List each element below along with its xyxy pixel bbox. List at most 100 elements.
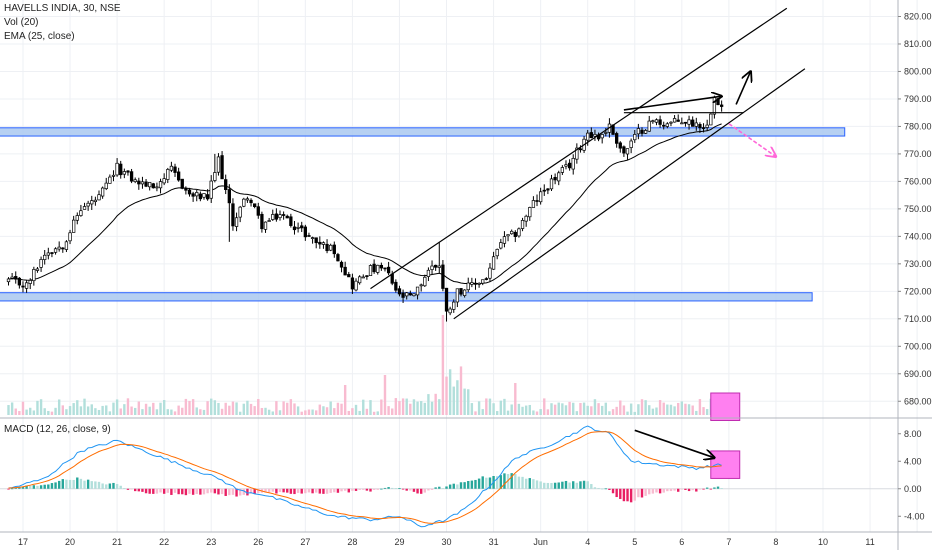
volume-bar xyxy=(615,406,618,415)
candle-body xyxy=(35,268,40,271)
volume-bar xyxy=(141,409,144,415)
price-tick-label: 740.00 xyxy=(904,231,932,241)
macd-histogram-bar xyxy=(485,477,488,489)
ema-legend: EMA (25, close) xyxy=(4,31,75,42)
volume-bar xyxy=(336,402,340,415)
candle-body xyxy=(651,120,655,123)
candle-body xyxy=(39,259,43,268)
chart-grid xyxy=(0,0,918,532)
volume-bar xyxy=(485,398,488,415)
candle-body xyxy=(586,132,590,141)
volume-bar xyxy=(669,404,673,415)
volume-bar xyxy=(134,407,137,415)
volume-bar xyxy=(83,398,86,415)
macd-histogram-bar xyxy=(477,478,481,489)
volume-bar xyxy=(517,403,521,415)
macd-histogram-bar xyxy=(253,488,256,494)
volume-bar xyxy=(499,400,503,415)
candle-body xyxy=(658,119,662,125)
candle-body xyxy=(263,221,268,230)
candle-body xyxy=(546,188,550,191)
macd-histogram-bar xyxy=(427,488,430,491)
support-resistance-zones[interactable] xyxy=(0,127,846,302)
macd-histogram-bar xyxy=(550,482,553,489)
volume-bar xyxy=(260,407,264,415)
candle-body xyxy=(437,265,441,268)
volume-bar xyxy=(65,409,68,415)
volume-bar xyxy=(419,401,423,415)
volume-bar xyxy=(282,401,285,415)
candle-body xyxy=(307,235,311,237)
price-tick-label: 820.00 xyxy=(904,11,932,21)
candle-body xyxy=(622,146,626,154)
macd-histogram-bar xyxy=(144,488,148,494)
candle-body xyxy=(419,284,423,287)
candle-body xyxy=(75,215,79,221)
macd-histogram-bar xyxy=(528,478,531,489)
volume-bar xyxy=(467,389,470,415)
macd-histogram-bar xyxy=(304,488,307,494)
candle-body xyxy=(506,234,510,237)
candle-body xyxy=(426,269,431,277)
macd-histogram-bar xyxy=(419,488,423,494)
trend-drawings[interactable] xyxy=(370,7,806,479)
candle-body xyxy=(502,236,507,244)
candle-body xyxy=(216,156,221,173)
candle-body xyxy=(122,171,126,175)
macd-histogram-bar xyxy=(170,488,173,495)
macd-histogram-bar xyxy=(633,488,636,501)
macd-histogram-bar xyxy=(600,488,604,490)
volume-bar xyxy=(318,404,322,415)
time-tick-label: 21 xyxy=(112,537,122,547)
candle-body xyxy=(405,292,409,297)
volume-bars xyxy=(7,315,723,415)
macd-histogram-bar xyxy=(343,488,347,491)
macd-histogram-bar xyxy=(640,488,644,498)
macd-histogram-bar xyxy=(648,488,651,495)
macd-histogram-bar xyxy=(445,486,448,489)
volume-bar xyxy=(191,399,195,415)
macd-legend: MACD (12, 26, close, 9) xyxy=(4,424,111,435)
macd-histogram-bar xyxy=(296,488,300,493)
volume-bar xyxy=(86,406,90,415)
macd-histogram-bar xyxy=(423,488,426,493)
macd-histogram-bar xyxy=(669,488,673,492)
macd-histogram-bar xyxy=(199,488,202,495)
macd-histogram-bar xyxy=(365,488,369,491)
candle-body xyxy=(79,210,83,216)
volume-bar xyxy=(296,406,300,415)
macd-histogram-bar xyxy=(235,488,238,497)
candle-body xyxy=(43,254,47,260)
candle-body xyxy=(629,140,633,148)
volume-bar xyxy=(322,406,325,415)
volume-bar xyxy=(362,399,365,415)
volume-bar xyxy=(148,406,151,415)
candle-body xyxy=(542,189,546,192)
volume-bar xyxy=(622,405,626,415)
candle-body xyxy=(253,203,257,208)
volume-bar xyxy=(166,409,169,415)
volume-bar xyxy=(655,407,658,415)
candle-body xyxy=(662,124,666,127)
volume-bar xyxy=(79,406,83,415)
macd-histogram-bar xyxy=(141,488,144,492)
price-candles[interactable] xyxy=(6,95,724,322)
candle-body xyxy=(115,162,119,176)
macd-histogram-bar xyxy=(79,478,83,489)
candle-body xyxy=(705,124,709,128)
candle-body xyxy=(155,186,159,189)
volume-bar xyxy=(561,403,564,415)
candle-body xyxy=(593,133,597,137)
volume-bar xyxy=(463,388,466,415)
macd-histogram-bar xyxy=(561,481,564,489)
candle-body xyxy=(100,187,105,197)
volume-bar xyxy=(481,409,484,415)
volume-bar xyxy=(423,402,426,415)
volume-bar xyxy=(644,400,647,415)
candle-body xyxy=(557,172,561,182)
volume-bar xyxy=(409,403,412,415)
candle-body xyxy=(28,280,32,284)
volume-bar xyxy=(311,409,314,415)
macd-histogram-bar xyxy=(622,488,626,502)
